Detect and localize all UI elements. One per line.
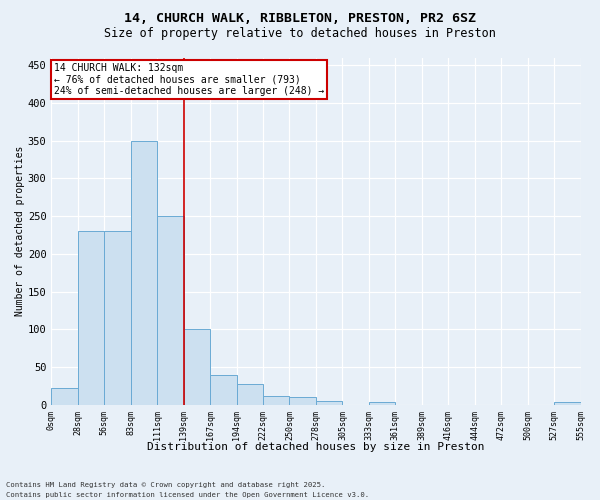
Bar [210, 374, 236, 405]
Bar [369, 402, 395, 405]
X-axis label: Distribution of detached houses by size in Preston: Distribution of detached houses by size … [147, 442, 485, 452]
Y-axis label: Number of detached properties: Number of detached properties [15, 146, 25, 316]
Text: 14 CHURCH WALK: 132sqm
← 76% of detached houses are smaller (793)
24% of semi-de: 14 CHURCH WALK: 132sqm ← 76% of detached… [54, 62, 324, 96]
Bar [78, 231, 104, 405]
Bar [184, 330, 210, 405]
Bar [236, 384, 263, 405]
Text: Contains public sector information licensed under the Open Government Licence v3: Contains public sector information licen… [6, 492, 369, 498]
Bar [157, 216, 184, 405]
Bar [52, 388, 78, 405]
Bar [131, 140, 157, 405]
Bar [104, 231, 131, 405]
Text: Contains HM Land Registry data © Crown copyright and database right 2025.: Contains HM Land Registry data © Crown c… [6, 482, 325, 488]
Bar [316, 401, 343, 405]
Text: Size of property relative to detached houses in Preston: Size of property relative to detached ho… [104, 28, 496, 40]
Text: 14, CHURCH WALK, RIBBLETON, PRESTON, PR2 6SZ: 14, CHURCH WALK, RIBBLETON, PRESTON, PR2… [124, 12, 476, 26]
Bar [554, 402, 581, 405]
Bar [289, 398, 316, 405]
Bar [263, 396, 289, 405]
